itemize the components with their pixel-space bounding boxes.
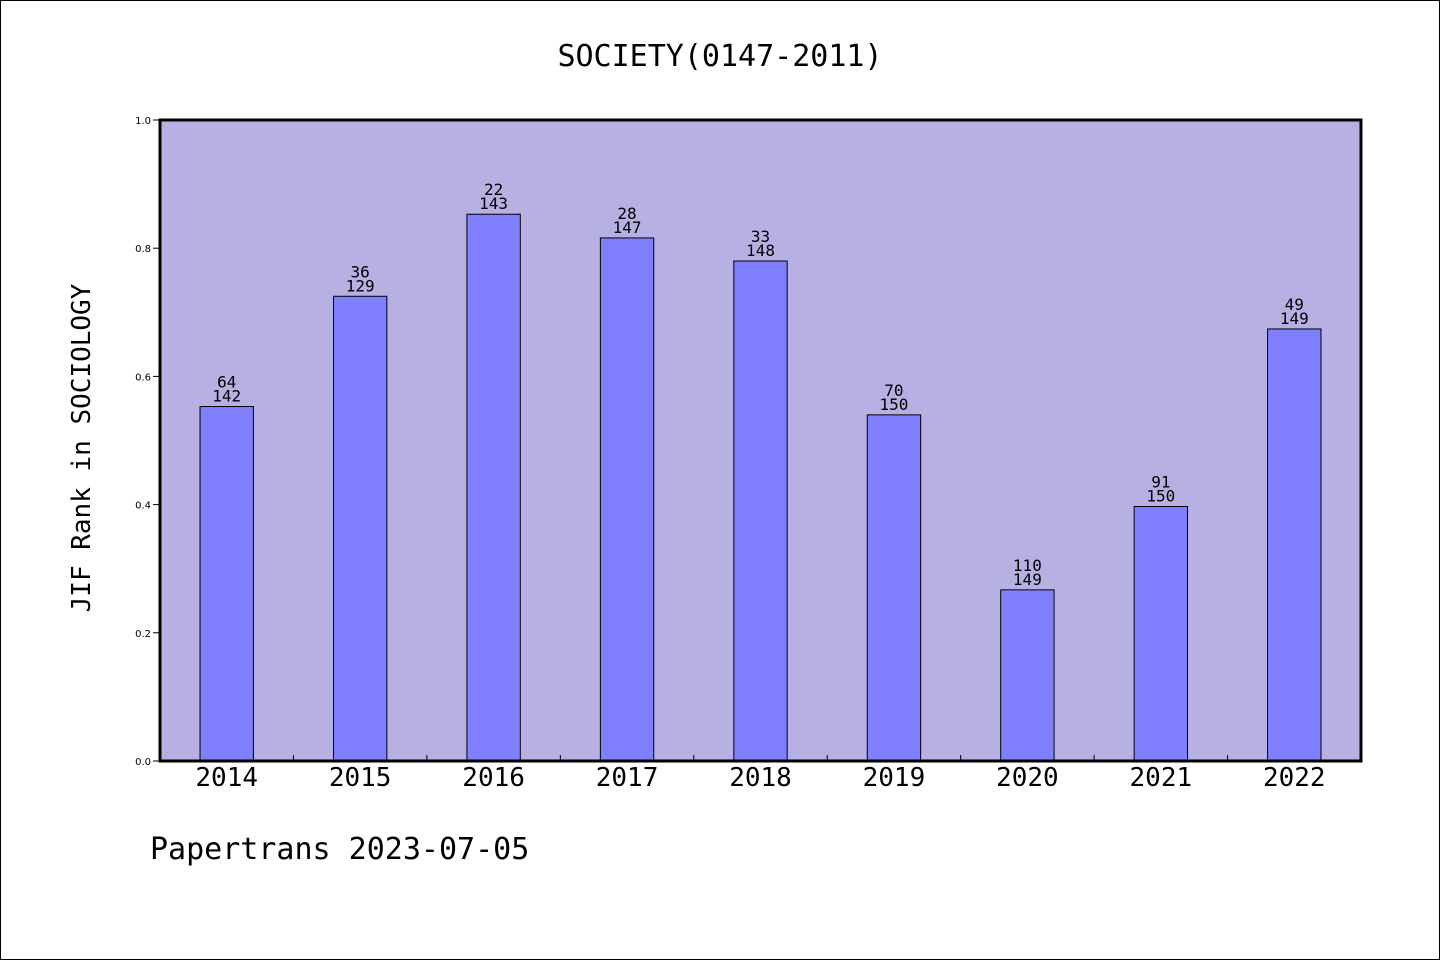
x-tick-label-2014: 2014 [195,763,258,793]
bar-total-label-2022: 149 [1280,309,1309,328]
y-tick-label-5: 1.0 [135,116,151,127]
bar-2015 [332,295,388,762]
bar-rank-label-2017: 28 [617,204,636,223]
x-tick-label-2019: 2019 [863,763,926,793]
bar-total-label-2016: 143 [479,194,508,213]
y-tick-label-1: 0.2 [135,629,151,640]
bar-2022 [1267,328,1322,762]
y-tick-label-4: 0.8 [135,244,151,255]
bar-2018 [733,260,788,762]
plot-border [158,118,1363,763]
x-tick-label-2022: 2022 [1263,763,1326,793]
bar-2021 [1133,506,1189,762]
bar-rank-label-2019: 70 [884,381,903,400]
bar-rank-label-2015: 36 [351,262,370,281]
bar-rank-label-2021: 91 [1151,473,1170,492]
bar-total-label-2014: 142 [212,387,241,406]
x-tick-label-2015: 2015 [329,763,392,793]
bar-2017 [599,237,655,762]
bar-total-label-2018: 148 [746,241,775,260]
ticks-layer: 2014 2015 2016 2017 2018 2019 2020 2021 2022 0.0 0… [135,116,1325,793]
x-tick-label-2018: 2018 [729,763,792,793]
y-tick-label-3: 0.6 [135,372,151,383]
bar-rank-label-2016: 22 [484,180,503,199]
bar-total-label-2015: 129 [346,276,375,295]
bar-rank-label-2014: 64 [217,373,236,392]
x-tick-label-2021: 2021 [1130,763,1193,793]
bar-total-label-2019: 150 [879,395,908,414]
y-tick-label-2: 0.4 [135,501,151,512]
bar-rank-label-2022: 49 [1285,295,1304,314]
bar-total-label-2017: 147 [613,218,642,237]
x-tick-label-2017: 2017 [596,763,659,793]
bar-2019 [866,414,922,762]
x-tick-label-2020: 2020 [996,763,1059,793]
bar-2014 [199,406,254,762]
bar-2020 [1000,589,1055,762]
y-tick-label-0: 0.0 [135,757,151,768]
bar-total-label-2020: 149 [1013,570,1042,589]
bar-2016 [466,213,521,762]
bar-rank-label-2020: 110 [1013,556,1042,575]
footer-note: Papertrans 2023-07-05 [150,832,530,867]
bar-rank-label-2018: 33 [751,227,770,246]
y-axis-label: JIF Rank in SOCIOLOGY [67,283,97,612]
chart-title: SOCIETY(0147-2011) [557,39,882,74]
x-tick-label-2016: 2016 [462,763,525,793]
bar-total-label-2021: 150 [1146,487,1175,506]
